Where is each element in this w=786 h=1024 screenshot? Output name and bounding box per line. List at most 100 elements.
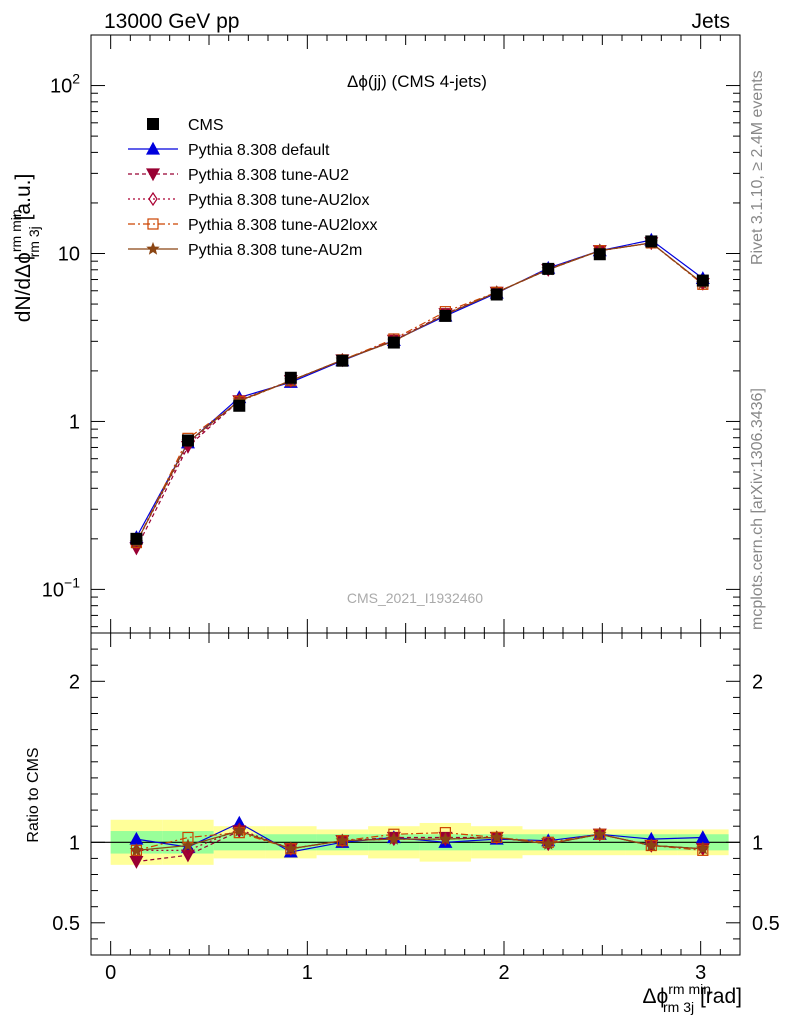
ratio-frame <box>90 632 741 956</box>
y-axis-title-unit: [a.u.] <box>12 174 35 227</box>
legend-item-au2: Pythia 8.308 tune-AU2 <box>128 167 349 184</box>
main-plot: Δϕ(jj) (CMS 4-jets) CMS_2021_I1932460 CM… <box>42 34 741 634</box>
main-point-cms <box>130 532 143 545</box>
y-axis-title-main: dN/dΔϕ <box>12 252 35 322</box>
ratio-point-au2m <box>335 833 350 847</box>
ratio-point-au2m <box>644 838 659 852</box>
main-point-cms <box>542 262 555 275</box>
ratio-point-au2m <box>593 827 607 840</box>
legend-label-cms: CMS <box>188 117 224 134</box>
x-axis-title-sub: rm 3j <box>663 999 694 1015</box>
legend-marker-au2loxx <box>147 218 159 230</box>
main-point-cms <box>593 248 606 261</box>
y-tick-label: 102 <box>50 71 80 98</box>
plot-title-main: Δϕ(jj) <box>347 72 387 91</box>
ratio-series-lines <box>136 822 703 863</box>
main-point-cms <box>233 399 246 412</box>
main-series-lines <box>135 239 704 549</box>
ratio-point-au2m <box>284 841 298 855</box>
ratio-point-au2m <box>438 831 453 845</box>
legend-marker-au2lox <box>148 191 158 207</box>
main-line-au2 <box>135 242 704 549</box>
legend-label-au2loxx: Pythia 8.308 tune-AU2loxx <box>188 217 377 234</box>
ratio-tick-label: 1 <box>69 832 80 854</box>
main-point-cms <box>490 288 503 301</box>
legend-label-au2: Pythia 8.308 tune-AU2 <box>188 167 349 184</box>
legend-marker-au2 <box>145 168 161 182</box>
ratio-axis-title: Ratio to CMS <box>25 747 42 842</box>
legend-item-au2lox: Pythia 8.308 tune-AU2lox <box>128 191 369 209</box>
legend-label-au2lox: Pythia 8.308 tune-AU2lox <box>188 192 369 209</box>
x-axis-title-sup: rm min <box>668 981 711 997</box>
header-energy: 13000 GeV pp <box>104 10 239 33</box>
ratio-series-markers <box>129 815 710 869</box>
main-point-cms <box>336 354 349 367</box>
legend: CMS Pythia 8.308 default Pythia 8.308 tune… <box>128 117 377 259</box>
y-axis-title-sub: rm 3j <box>26 226 42 257</box>
ratio-tick-label-right: 0.5 <box>752 913 780 935</box>
header-category: Jets <box>691 10 730 33</box>
main-point-cms <box>181 434 194 447</box>
ratio-point-au2m <box>129 843 144 857</box>
rivet-version: Rivet 3.1.10, <box>749 171 766 265</box>
main-point-cms <box>696 274 709 287</box>
mcplots-label: mcplots.cern.ch [arXiv:1306.3436] <box>749 388 766 630</box>
ratio-tick-label: 2 <box>69 671 80 693</box>
x-axis-title-unit: [rad] <box>694 985 742 1008</box>
ratio-line-au2 <box>136 830 703 863</box>
x-tick-label: 2 <box>498 962 509 984</box>
legend-marker-cms <box>147 118 159 130</box>
x-axis-title-main: Δϕ <box>642 985 668 1008</box>
y-tick-label-base: 10 <box>42 579 64 601</box>
legend-marker-default <box>145 141 161 155</box>
watermark: CMS_2021_I1932460 <box>347 590 483 606</box>
ratio-point-au2m <box>489 830 504 844</box>
ratio-point-au2m <box>181 838 195 852</box>
main-line-au2m <box>135 242 704 543</box>
main-point-cms <box>284 371 297 384</box>
x-axis-title: Δϕrm min rm 3j [rad] <box>642 981 742 1015</box>
y-tick-label-exp: −1 <box>64 574 80 590</box>
rivet-ge: ≥ <box>749 162 766 171</box>
legend-item-au2m: Pythia 8.308 tune-AU2m <box>128 241 362 259</box>
main-point-cms <box>387 336 400 349</box>
main-line-au2loxx <box>135 242 704 543</box>
x-tick-labels: 0 1 2 3 <box>105 962 706 984</box>
plot-title: Δϕ(jj) (CMS 4-jets) <box>347 72 487 91</box>
ratio-tick-label: 0.5 <box>52 913 80 935</box>
plot-title-tail: (CMS 4-jets) <box>387 72 487 91</box>
y-tick-label: 10−1 <box>42 574 80 601</box>
ratio-tick-labels: 0.5 0.5 1 1 2 2 <box>52 671 780 935</box>
main-point-cms <box>645 235 658 248</box>
main-series-markers <box>129 232 710 556</box>
rivet-events: 2.4M events <box>749 70 766 162</box>
legend-label-default: Pythia 8.308 default <box>188 142 330 159</box>
ratio-tick-label-right: 1 <box>752 832 763 854</box>
legend-marker-au2m <box>146 241 160 255</box>
main-point-cms <box>439 309 452 322</box>
main-ticks <box>90 34 741 633</box>
x-tick-label: 3 <box>695 962 706 984</box>
legend-item-cms: CMS <box>147 117 224 134</box>
ratio-point-au2m <box>541 836 556 850</box>
legend-item-default: Pythia 8.308 default <box>128 141 330 159</box>
ratio-tick-label-right: 2 <box>752 671 763 693</box>
y-tick-label-base: 10 <box>50 76 72 98</box>
main-line-au2lox <box>135 242 704 543</box>
ratio-point-au2m <box>387 832 401 845</box>
legend-label-au2m: Pythia 8.308 tune-AU2m <box>188 242 362 259</box>
ratio-plot: 0.5 0.5 1 1 2 2 0 1 2 3 <box>52 632 780 984</box>
legend-item-au2loxx: Pythia 8.308 tune-AU2loxx <box>128 217 377 234</box>
ratio-point-au2m <box>232 823 247 837</box>
y-tick-label-base: 10 <box>58 244 80 266</box>
y-axis-title: dN/dΔϕrm min rm 3j [a.u.] <box>8 174 42 323</box>
x-tick-label: 1 <box>302 962 313 984</box>
ratio-line-default <box>136 822 703 853</box>
y-tick-label: 1 <box>69 411 80 433</box>
rivet-label: Rivet 3.1.10, ≥ 2.4M events <box>749 70 766 265</box>
ratio-point-au2m <box>696 841 710 855</box>
y-tick-label-exp: 2 <box>72 71 80 87</box>
main-line-default <box>135 239 704 538</box>
